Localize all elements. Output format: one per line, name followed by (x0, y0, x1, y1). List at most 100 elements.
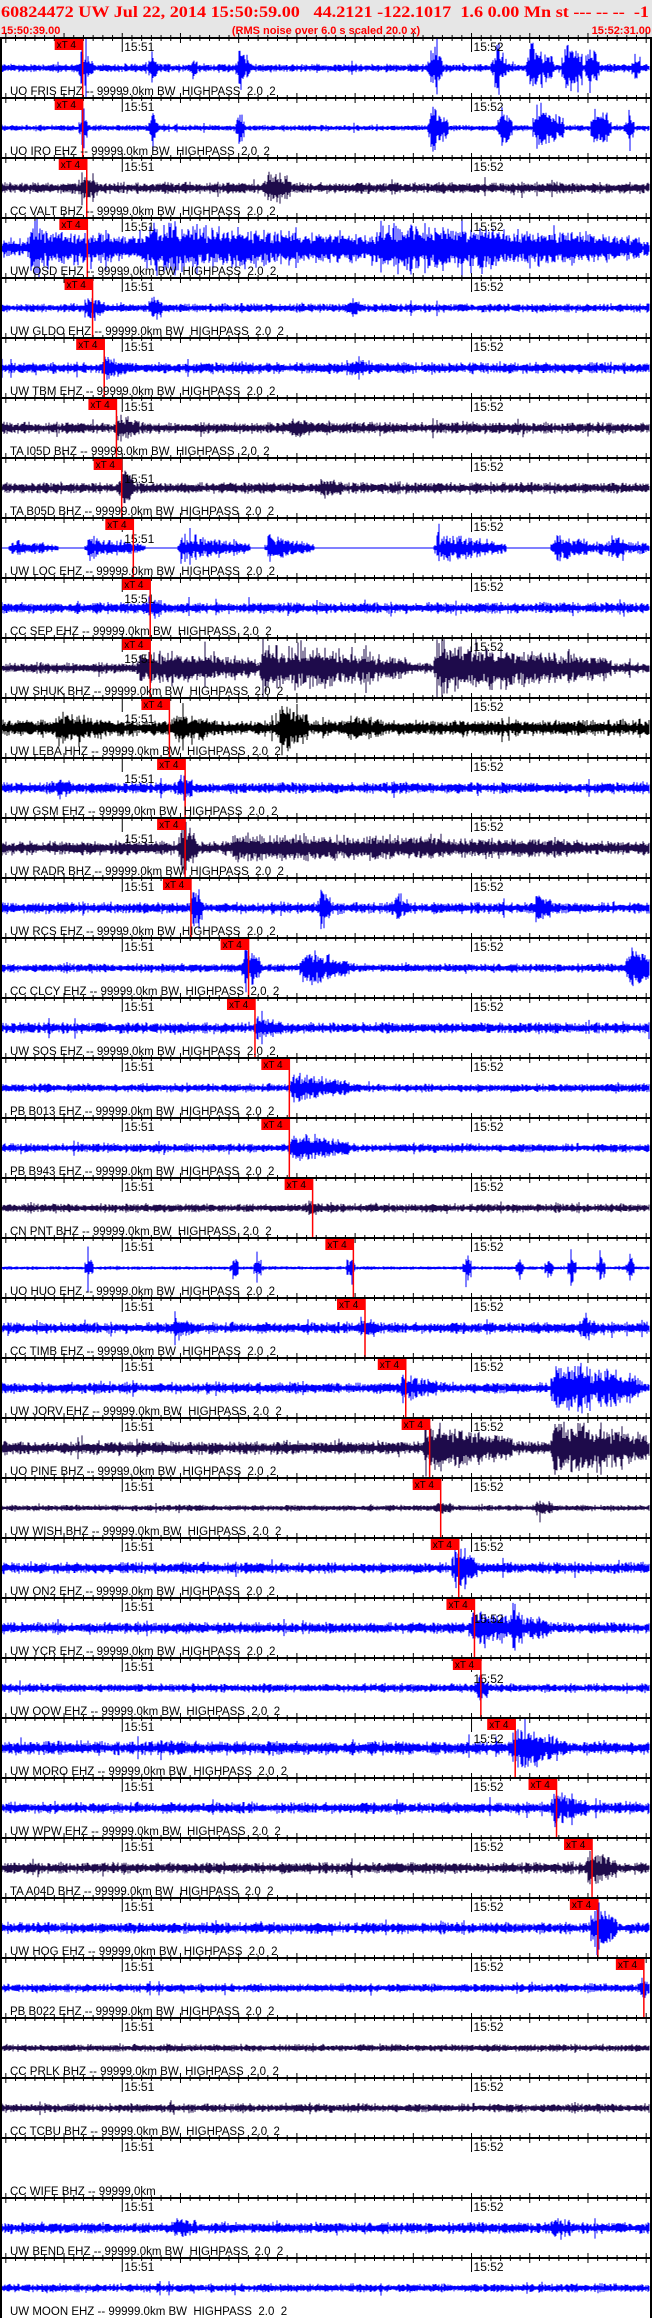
pick-badge[interactable] (76, 339, 105, 350)
time-tick-label: 15:52 (474, 700, 504, 714)
pick-badge[interactable] (54, 99, 83, 110)
trace-panel: 15:51 15:52 xT 4 UW GSM EHZ -- 99999.0km BW… (0, 753, 652, 818)
time-tick-label: 15:51 (124, 652, 154, 666)
station-label: CC VALT BHZ -- 99999.0km BW HIGHPASS 2.0… (10, 206, 276, 218)
pick-badge[interactable] (122, 639, 151, 650)
pick-badge[interactable] (220, 939, 249, 950)
time-tick-label: 15:52 (474, 100, 504, 114)
station-label: UO HUO EHZ -- 99999.0km BW HIGHPASS 2.0 … (10, 1286, 275, 1298)
trace-panel: 15:51 15:52 xT 4 PB B013 EHZ -- 99999.0km B… (0, 1053, 652, 1118)
pick-badge[interactable] (58, 159, 87, 170)
pick-badge[interactable] (284, 1179, 313, 1190)
pick-badge-label: xT 4 (618, 1960, 638, 1971)
trace-panel: 15:51 15:52 CC PRLK BHZ -- 99999.0km BW HI… (0, 2013, 652, 2078)
trace-panel: 15:51 15:52 xT 4 TA I05D BHZ -- 99999.0km B… (0, 393, 652, 458)
pick-badge-label: xT 4 (61, 160, 81, 171)
pick-badge[interactable] (528, 1779, 557, 1790)
waveform (1, 1850, 650, 1885)
pick-badge-label: xT 4 (165, 880, 185, 891)
time-tick-label: 15:52 (474, 1612, 504, 1626)
trace-panel: 15:51 15:52 xT 4 UW TBM EHZ -- 99999.0km BW… (0, 333, 652, 398)
waveform (1, 102, 650, 152)
pick-badge[interactable] (452, 1659, 481, 1670)
trace-panel: 15:51 15:52 xT 4 UW WPW EHZ -- 99999.0km BW… (0, 1773, 652, 1838)
pick-badge[interactable] (446, 1599, 475, 1610)
pick-badge-label: xT 4 (107, 520, 127, 531)
waveform (1, 1500, 650, 1523)
trace-panel: 15:51 15:52 xT 4 CC CLCY EHZ -- 99999.0km B… (0, 933, 652, 998)
waveform (1, 356, 650, 380)
pick-badge[interactable] (226, 999, 255, 1010)
waveform (1, 296, 650, 321)
pick-badge-label: xT 4 (287, 1180, 307, 1191)
trace-panel: 15:51 15:52 xT 4 UW ON2 EHZ -- 99999.0km BW… (0, 1533, 652, 1598)
pick-badge[interactable] (615, 1959, 644, 1970)
pick-badge-label: xT 4 (263, 1060, 283, 1071)
time-tick-label: 15:52 (474, 400, 504, 414)
trace-panel: 15:51 15:52 xT 4 UW LOC EHZ -- 99999.0km BW… (0, 513, 652, 578)
pick-badge[interactable] (157, 819, 186, 830)
time-tick-label: 15:52 (474, 1672, 504, 1686)
header-background (0, 0, 652, 38)
pick-badge[interactable] (162, 879, 191, 890)
pick-badge[interactable] (569, 1899, 598, 1910)
pick-badge[interactable] (337, 1299, 366, 1310)
trace-panel: 15:51 15:52 xT 4 UO FRIS EHZ -- 99999.0km B… (0, 33, 652, 98)
station-label: UW TBM EHZ -- 99999.0km BW HIGHPASS 2.0 … (10, 386, 275, 398)
waveform (1, 1792, 650, 1828)
station-label: UW OSD EHZ -- 99999.0km BW HIGHPASS 2.0 … (10, 266, 276, 278)
waveform (1, 171, 650, 206)
time-tick-label: 15:52 (474, 1180, 504, 1194)
trace-panel: 15:51 15:52 xT 4 UW SOS EHZ -- 99999.0km BW… (0, 993, 652, 1058)
pick-badge-label: xT 4 (61, 220, 81, 231)
pick-badge[interactable] (487, 1719, 516, 1730)
pick-badge[interactable] (54, 39, 83, 50)
pick-badge-label: xT 4 (339, 1300, 359, 1311)
station-label: UO FRIS EHZ -- 99999.0km BW HIGHPASS 2.0… (10, 86, 276, 98)
pick-badge-label: xT 4 (124, 580, 144, 591)
time-tick-label: 15:51 (124, 2260, 154, 2274)
time-tick-label: 15:51 (124, 1600, 154, 1614)
pick-badge[interactable] (430, 1539, 459, 1550)
waveform (1, 470, 650, 504)
waveform (1, 1718, 650, 1768)
pick-badge[interactable] (564, 1839, 593, 1850)
pick-badge[interactable] (157, 759, 186, 770)
waveform (1, 1674, 650, 1701)
waveform (1, 1602, 650, 1651)
time-tick-label: 15:51 (124, 1840, 154, 1854)
waveform (1, 2218, 650, 2240)
pick-badge[interactable] (93, 459, 122, 470)
time-tick-label: 15:51 (124, 472, 154, 486)
time-tick-label: 15:52 (474, 40, 504, 54)
pick-badge[interactable] (401, 1419, 430, 1430)
trace-panel: 15:51 15:52 xT 4 CC SEP EHZ -- 99999.0km BW… (0, 573, 652, 638)
station-label: UW GSM EHZ -- 99999.0km BW HIGHPASS 2.0 … (10, 806, 278, 818)
pick-badge-label: xT 4 (531, 1780, 551, 1791)
pick-badge[interactable] (122, 579, 151, 590)
pick-badge[interactable] (325, 1239, 354, 1250)
trace-panel: 15:51 15:52 xT 4 UW YCR EHZ -- 99999.0km BW… (0, 1593, 652, 1658)
pick-badge[interactable] (88, 399, 117, 410)
pick-badge[interactable] (377, 1359, 406, 1370)
time-tick-label: 15:51 (124, 532, 154, 546)
pick-badge[interactable] (412, 1479, 441, 1490)
time-tick-label: 15:51 (124, 280, 154, 294)
time-tick-label: 15:51 (124, 1420, 154, 1434)
time-tick-label: 15:52 (474, 2260, 504, 2274)
pick-badge[interactable] (59, 219, 88, 230)
trace-panel: 15:51 15:52 xT 4 UO HUO EHZ -- 99999.0km BW… (0, 1233, 652, 1298)
pick-badge[interactable] (261, 1119, 290, 1130)
station-label: UW HOG EHZ -- 99999.0km BW HIGHPASS 2.0 … (10, 1946, 278, 1958)
trace-panel: 15:51 15:52 xT 4 UW HOG EHZ -- 99999.0km BW… (0, 1893, 652, 1958)
pick-badge[interactable] (105, 519, 134, 530)
pick-badge[interactable] (261, 1059, 290, 1070)
time-tick-label: 15:52 (474, 2020, 504, 2034)
time-tick-label: 15:51 (124, 1720, 154, 1734)
trace-panels: 15:51 15:52 xT 4 UO FRIS EHZ -- 99999.0km B… (0, 33, 652, 2318)
pick-badge[interactable] (141, 699, 170, 710)
trace-panel: 15:51 15:52 xT 4 UO PINE BHZ -- 99999.0km B… (0, 1413, 652, 1478)
trace-panel: 15:51 15:52 UW BEND EHZ -- 99999.0km BW HI… (0, 2193, 652, 2258)
pick-badge[interactable] (64, 279, 93, 290)
